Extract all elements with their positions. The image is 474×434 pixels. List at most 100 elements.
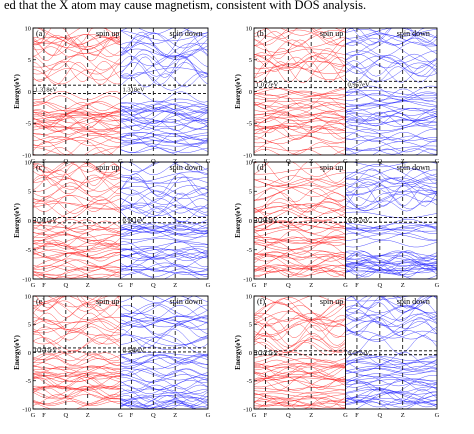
spin-up-legend: spin up bbox=[96, 297, 119, 306]
spin-up-band bbox=[253, 237, 346, 244]
spin-up-legend: spin up bbox=[320, 29, 343, 38]
spin-down-band bbox=[120, 91, 209, 103]
y-tick-label: 10 bbox=[246, 293, 253, 300]
spin-up-band bbox=[253, 224, 346, 230]
spin-up-legend: spin up bbox=[96, 29, 119, 38]
spin-down-band bbox=[345, 62, 438, 82]
spin-down-band bbox=[120, 109, 209, 116]
spin-down-band bbox=[120, 125, 209, 135]
spin-down-band bbox=[345, 374, 437, 388]
spin-up-band bbox=[253, 125, 346, 134]
x-tick-label: F bbox=[264, 282, 268, 289]
spin-down-band bbox=[345, 365, 438, 373]
figure-caption-fragment: ed that the X atom may cause magnetism, … bbox=[4, 0, 367, 12]
spin-down-band bbox=[120, 55, 209, 77]
spin-down-band bbox=[120, 396, 209, 409]
x-tick-label: Z bbox=[309, 412, 313, 419]
spin-up-band bbox=[32, 37, 121, 48]
x-tick-label: F bbox=[42, 412, 46, 419]
spin-down-band bbox=[345, 64, 438, 83]
spin-up-band bbox=[32, 185, 121, 197]
spin-up-band bbox=[32, 232, 121, 244]
spin-up-band bbox=[253, 178, 346, 187]
spin-down-band bbox=[120, 223, 209, 230]
spin-down-band bbox=[345, 211, 438, 219]
spin-up-band bbox=[32, 302, 121, 318]
spin-up-band bbox=[32, 36, 121, 51]
y-axis-label: Energy(eV) bbox=[234, 335, 242, 370]
spin-up-band bbox=[253, 236, 346, 244]
spin-down-band bbox=[120, 312, 209, 322]
spin-down-band bbox=[120, 107, 209, 122]
spin-down-band bbox=[345, 177, 438, 196]
spin-up-band bbox=[253, 103, 346, 112]
spin-down-band bbox=[345, 56, 438, 74]
spin-up-band bbox=[32, 358, 121, 367]
spin-up-band bbox=[253, 221, 346, 234]
x-tick-label: F bbox=[130, 158, 134, 165]
spin-down-band bbox=[120, 354, 209, 365]
gap-value-spin-up: 0.677eV bbox=[256, 350, 279, 357]
spin-up-band bbox=[32, 121, 121, 136]
spin-up-band bbox=[32, 27, 121, 45]
y-tick-label: 0 bbox=[249, 89, 252, 96]
spin-down-band bbox=[120, 185, 209, 206]
spin-up-band bbox=[253, 60, 346, 83]
spin-up-band bbox=[32, 247, 121, 254]
spin-up-band bbox=[253, 380, 346, 388]
spin-down-band bbox=[120, 402, 209, 408]
spin-up-band bbox=[32, 107, 121, 121]
spin-up-band bbox=[32, 320, 121, 333]
spin-down-band bbox=[345, 193, 438, 203]
gap-value-spin-up: 0.843eV bbox=[256, 217, 279, 224]
spin-down-band bbox=[345, 93, 438, 101]
spin-up-band bbox=[253, 332, 346, 348]
spin-up-legend: spin up bbox=[320, 163, 343, 172]
x-tick-label: Q bbox=[151, 412, 156, 419]
spin-up-band bbox=[32, 219, 121, 233]
y-tick-label: 0 bbox=[28, 350, 31, 357]
spin-down-legend: spin down bbox=[170, 297, 203, 306]
spin-up-band bbox=[253, 175, 346, 188]
spin-up-band bbox=[32, 353, 121, 366]
spin-up-band bbox=[253, 221, 346, 229]
spin-up-band bbox=[253, 219, 346, 231]
spin-up-band bbox=[253, 117, 346, 121]
spin-down-legend: spin down bbox=[170, 29, 203, 38]
spin-up-band bbox=[32, 199, 121, 219]
gap-value-spin-up: 1.318eV bbox=[35, 86, 58, 93]
spin-up-band bbox=[32, 116, 121, 122]
spin-down-band bbox=[120, 304, 209, 317]
spin-down-band bbox=[120, 328, 209, 348]
spin-down-band bbox=[345, 91, 438, 104]
spin-up-band bbox=[253, 366, 346, 380]
spin-down-band bbox=[345, 85, 438, 98]
spin-down-band bbox=[345, 379, 438, 392]
spin-up-band bbox=[253, 39, 346, 63]
spin-down-band bbox=[345, 177, 438, 185]
spin-up-band bbox=[253, 35, 346, 48]
spin-down-band bbox=[345, 50, 438, 64]
spin-up-band bbox=[253, 88, 346, 97]
spin-down-band bbox=[345, 139, 438, 153]
spin-up-band bbox=[32, 163, 121, 187]
spin-up-band bbox=[253, 39, 346, 60]
spin-up-band bbox=[32, 365, 121, 377]
spin-up-legend: spin up bbox=[320, 297, 343, 306]
spin-up-band bbox=[253, 351, 346, 363]
spin-up-band bbox=[32, 366, 121, 370]
spin-up-band bbox=[32, 242, 121, 253]
spin-up-band bbox=[32, 61, 121, 82]
spin-up-band bbox=[32, 62, 121, 85]
y-tick-label: -5 bbox=[26, 121, 31, 128]
spin-up-band bbox=[253, 372, 346, 382]
spin-down-band bbox=[345, 400, 437, 406]
spin-down-band bbox=[345, 98, 438, 107]
spin-up-band bbox=[32, 125, 121, 132]
spin-down-band bbox=[345, 368, 438, 375]
spin-down-band bbox=[120, 118, 209, 130]
spin-down-band bbox=[120, 241, 209, 254]
spin-up-band bbox=[253, 31, 346, 47]
